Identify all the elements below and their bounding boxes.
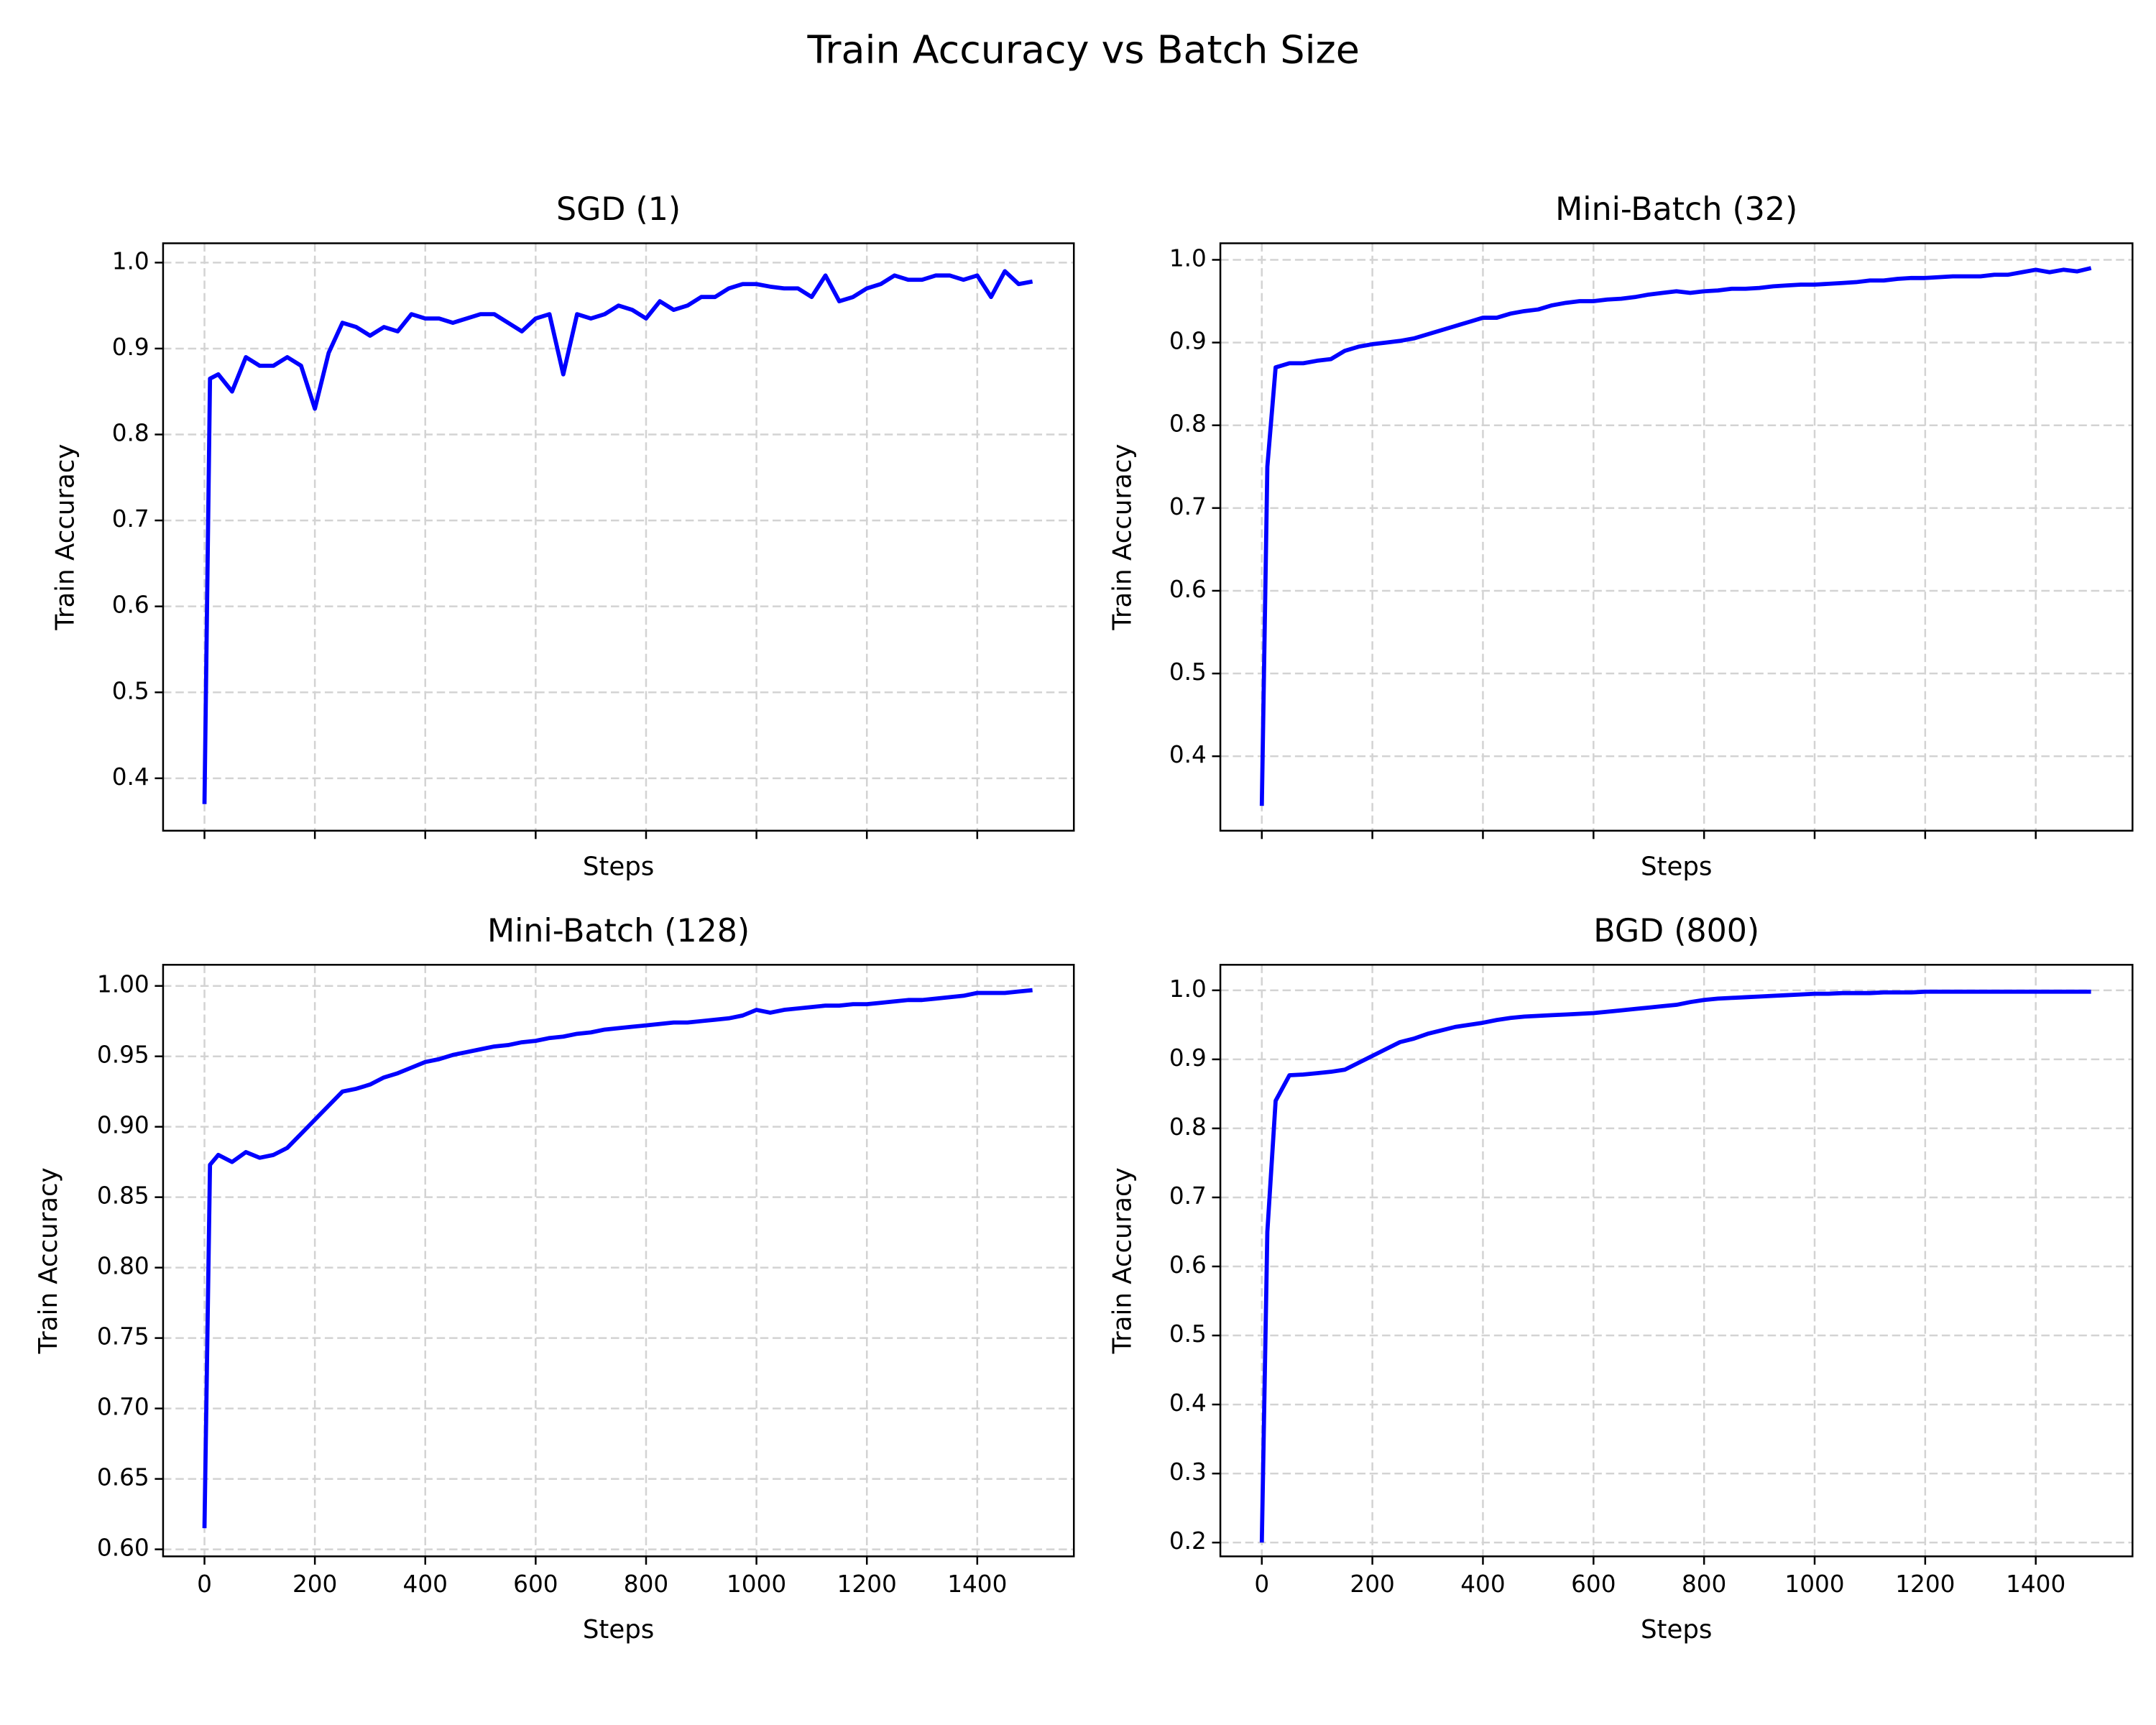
x-tick-label: 0 [197,1570,212,1598]
y-tick-label: 0.80 [97,1253,149,1280]
y-tick-label: 0.70 [97,1394,149,1421]
y-tick-label: 1.0 [112,247,149,275]
y-tick-label: 0.95 [97,1041,149,1069]
x-tick-label: 1400 [2006,1570,2065,1598]
data-line [1259,989,2091,1543]
y-tick-label: 1.0 [1169,975,1207,1003]
y-tick-label: 0.3 [1169,1458,1207,1486]
y-tick-label: 0.9 [112,334,149,361]
data-line [202,269,1033,804]
y-tick-label: 0.8 [1169,1113,1207,1141]
axes-frame [1219,964,2134,1558]
axes-frame [1219,242,2134,832]
y-tick-label: 0.7 [1169,1182,1207,1210]
y-tick-label: 0.6 [112,592,149,619]
y-tick-label: 0.5 [1169,1320,1207,1348]
y-axis-label: Train Accuracy [1107,1167,1137,1354]
x-tick-label: 600 [513,1570,558,1598]
y-axis-label: Train Accuracy [1107,444,1137,631]
y-tick-label: 1.0 [1169,244,1207,272]
subplot-title: SGD (1) [556,191,681,228]
x-tick-label: 800 [624,1570,668,1598]
x-tick-label: 400 [403,1570,448,1598]
y-tick-label: 0.4 [112,763,149,791]
subplot-title: BGD (800) [1593,913,1759,949]
x-tick-label: 400 [1460,1570,1505,1598]
subplot: 0.4 0.5 0.6 0.7 0.8 0.9 1.0 Mini-Batch (32) Step… [1107,191,2134,882]
axes-frame [162,964,1075,1558]
y-tick-label: 0.85 [97,1182,149,1210]
data-line [202,988,1033,1529]
x-tick-label: 800 [1682,1570,1726,1598]
y-tick-label: 0.8 [1169,410,1207,438]
y-tick-label: 0.90 [97,1112,149,1139]
y-tick-label: 0.65 [97,1464,149,1491]
x-axis-label: Steps [583,1615,655,1644]
y-tick-label: 0.8 [112,420,149,447]
y-tick-label: 1.00 [97,971,149,998]
axes-frame [162,242,1075,832]
y-tick-label: 0.7 [1169,493,1207,520]
subplot: 0.4 0.5 0.6 0.7 0.8 0.9 1.0 SGD (1) Steps Train A… [50,191,1075,882]
x-tick-label: 200 [292,1570,337,1598]
x-axis-label: Steps [1641,852,1713,882]
subplot-title: Mini-Batch (128) [487,913,750,949]
subplot-title: Mini-Batch (32) [1555,191,1797,228]
y-tick-label: 0.9 [1169,1044,1207,1072]
y-tick-label: 0.4 [1169,1389,1207,1417]
x-axis-label: Steps [1641,1615,1713,1644]
y-axis-label: Train Accuracy [50,444,80,631]
y-tick-label: 0.9 [1169,328,1207,355]
data-line [1259,266,2092,806]
subplot: 0.60 0.65 0.70 0.75 0.80 0.85 0.90 0.95 1.00 0 200… [34,913,1075,1644]
subplot: 0.2 0.3 0.4 0.5 0.6 0.7 0.8 0.9 1.0 0 200 400 600 800… [1107,913,2134,1644]
y-tick-label: 0.4 [1169,741,1207,768]
x-tick-label: 1400 [947,1570,1007,1598]
x-tick-label: 1200 [1895,1570,1955,1598]
x-tick-label: 1000 [1784,1570,1844,1598]
y-tick-label: 0.2 [1169,1527,1207,1555]
y-tick-label: 0.60 [97,1535,149,1562]
x-axis-label: Steps [583,852,655,882]
x-tick-label: 1000 [727,1570,786,1598]
y-tick-label: 0.6 [1169,576,1207,603]
x-tick-label: 600 [1571,1570,1616,1598]
y-tick-label: 0.7 [112,505,149,533]
x-tick-label: 0 [1254,1570,1269,1598]
y-tick-label: 0.6 [1169,1251,1207,1279]
figure-title: Train Accuracy vs Batch Size [806,27,1359,73]
y-tick-label: 0.5 [1169,658,1207,686]
x-tick-label: 1200 [837,1570,897,1598]
y-tick-label: 0.5 [112,677,149,704]
x-tick-label: 200 [1350,1570,1394,1598]
y-axis-label: Train Accuracy [34,1167,63,1354]
y-tick-label: 0.75 [97,1323,149,1351]
